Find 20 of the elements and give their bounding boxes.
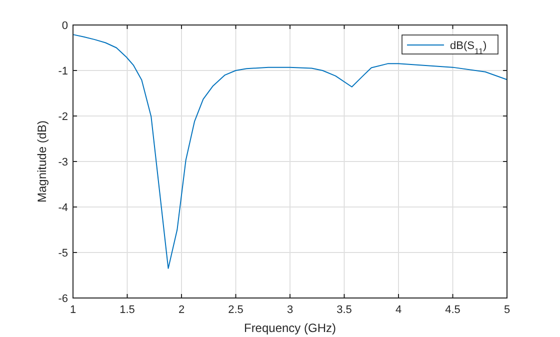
x-tick-label: 2.5 [228,304,244,316]
x-tick-label: 1.5 [120,304,135,316]
y-axis-title: Magnitude (dB) [35,120,49,203]
y-tick-label: 0 [62,20,68,32]
y-tick-label: -2 [58,111,68,123]
y-tick-label: -1 [58,66,68,78]
x-tick-label: 4 [395,304,402,316]
y-tick-label: -3 [58,156,68,168]
x-tick-label: 4.5 [445,304,460,316]
y-tick-label: -5 [58,248,68,260]
legend-label: dB(S$_{11}$) [450,40,487,56]
line-series [72,34,508,269]
y-tick-label: -4 [58,202,68,214]
x-tick-label: 5 [504,304,510,316]
x-tick-label: 2 [178,304,185,316]
x-tick-label: 1 [70,304,76,316]
x-axis-title: Frequency (GHz) [244,321,336,335]
y-tick-label: -6 [58,293,68,305]
x-tick-label: 3.5 [336,304,352,316]
x-tick-label: 3 [286,304,294,316]
